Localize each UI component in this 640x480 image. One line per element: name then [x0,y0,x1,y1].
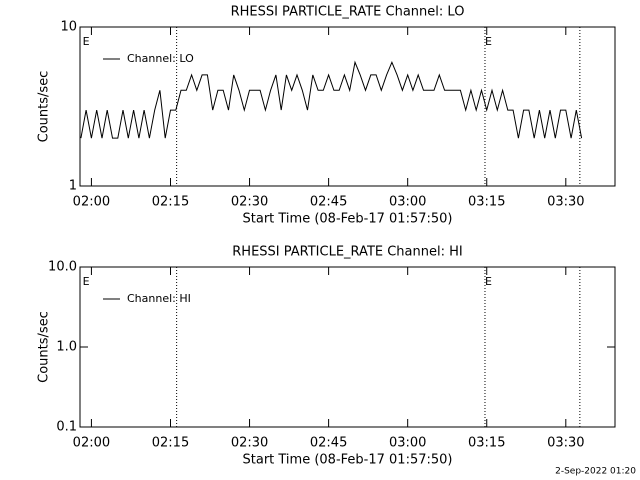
y-tick-label: 1.0 [56,340,77,355]
x-tick-label: 02:45 [310,436,347,451]
x-tick-label: 03:00 [389,195,426,210]
event-label: E [485,275,492,288]
y-tick-label: 0.1 [56,420,77,435]
x-tick-label: 02:15 [152,436,189,451]
event-label: E [485,35,492,48]
x-tick-label: 02:15 [152,195,189,210]
x-tick-label: 03:30 [547,195,584,210]
x-tick-label: 02:00 [73,195,110,210]
y-tick-label: 10.0 [48,260,77,275]
x-tick-label: 02:45 [310,195,347,210]
x-axis-label: Start Time (08-Feb-17 01:57:50) [243,453,453,468]
x-tick-label: 03:00 [389,436,426,451]
x-tick-label: 02:00 [73,436,110,451]
y-axis-label: Counts/sec [37,311,52,383]
legend-label: Channel: HI [127,292,191,305]
y-tick-label: 1 [69,179,77,194]
y-axis-label: Counts/sec [37,71,52,143]
x-axis-label: Start Time (08-Feb-17 01:57:50) [243,212,453,227]
x-tick-label: 02:30 [231,436,268,451]
legend-label: Channel: LO [127,52,194,65]
x-tick-label: 03:15 [468,195,505,210]
chart-title: RHESSI PARTICLE_RATE Channel: LO [231,5,465,20]
data-line [80,60,583,139]
footer: 2-Sep-2022 01:20 [555,467,636,477]
x-tick-label: 02:30 [231,195,268,210]
x-tick-label: 03:15 [468,436,505,451]
event-label: E [83,275,90,288]
x-tick-label: 03:30 [547,436,584,451]
event-label: E [83,35,90,48]
chart-title: RHESSI PARTICLE_RATE Channel: HI [232,245,462,260]
plot-frame [79,26,616,187]
y-tick-label: 10 [60,20,77,35]
